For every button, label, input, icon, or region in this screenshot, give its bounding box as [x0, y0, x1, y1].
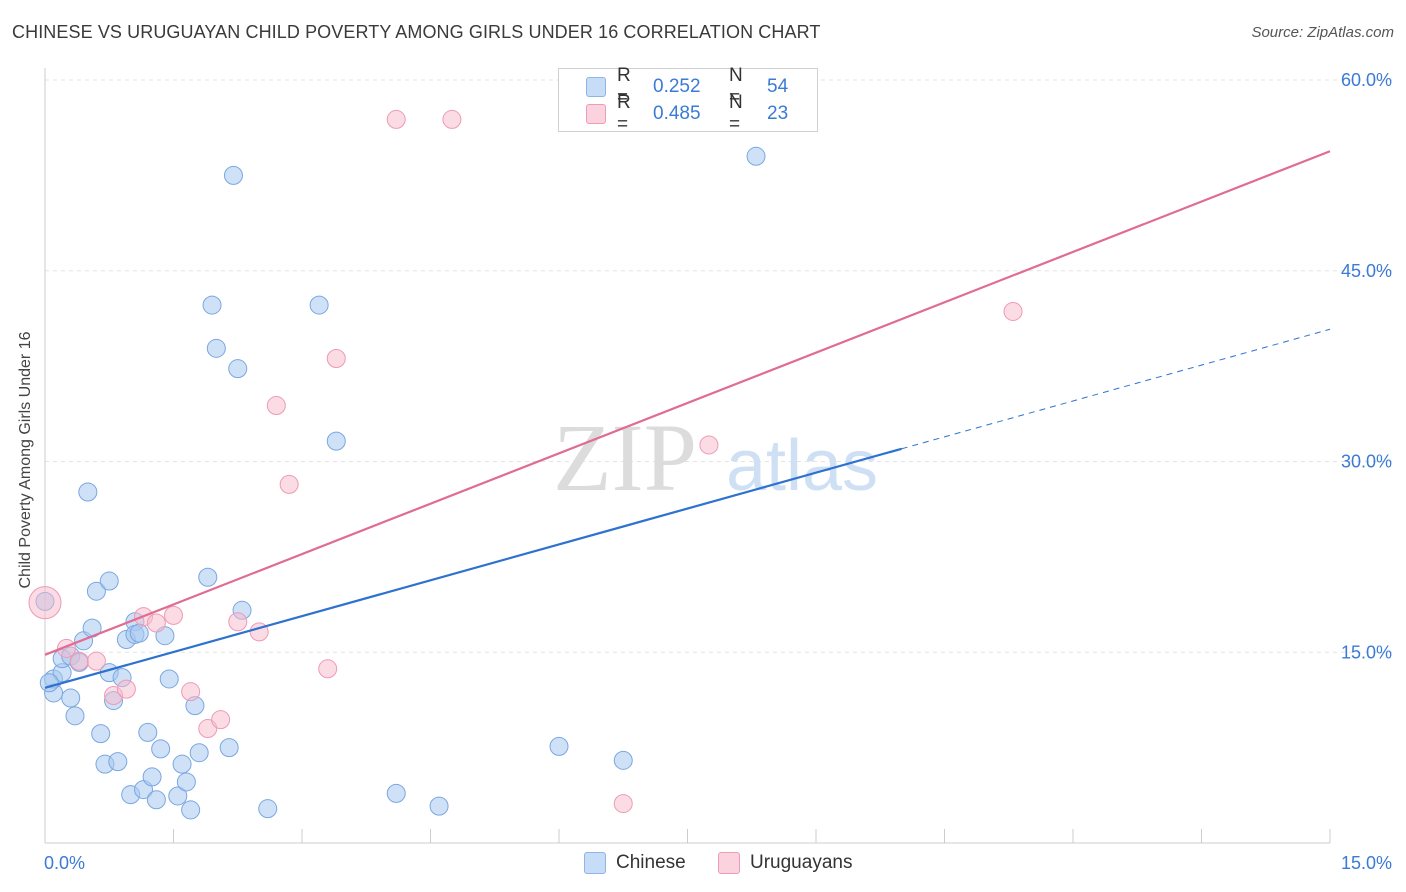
uruguayan-point — [442, 109, 462, 129]
chinese-point — [189, 743, 209, 763]
legend-item-uruguayans: Uruguayans — [718, 852, 852, 874]
chinese-point — [39, 673, 59, 693]
source-label: Source: ZipAtlas.com — [1251, 24, 1394, 41]
chinese-point — [228, 359, 248, 379]
x-tick-label: 0.0% — [44, 853, 85, 873]
legend-n-label: N = — [729, 92, 743, 135]
watermark-atlas: atlas — [726, 426, 878, 506]
legend-r-value: 0.485 — [653, 103, 701, 124]
chinese-point — [108, 752, 128, 772]
chinese-point — [146, 790, 166, 810]
chinese-point — [151, 739, 171, 759]
x-tick-label: 15.0% — [1341, 853, 1392, 873]
chinese-point — [326, 431, 346, 451]
chart-title: CHINESE VS URUGUAYAN CHILD POVERTY AMONG… — [12, 22, 821, 42]
chinese-point — [549, 736, 569, 756]
chinese-point — [168, 786, 188, 806]
chinese-point — [159, 669, 179, 689]
uruguayan-point — [164, 605, 183, 625]
chinese-point — [91, 724, 111, 744]
legend-item-chinese: Chinese — [584, 852, 686, 874]
chinese-point — [176, 772, 196, 792]
y-tick-label: 45.0% — [1341, 261, 1392, 281]
chinese-point — [258, 799, 278, 819]
uruguayan-point — [326, 348, 346, 368]
legend-swatch-chinese — [584, 852, 606, 874]
chinese-point — [172, 754, 192, 774]
uruguayan-point — [28, 586, 62, 620]
chinese-point — [202, 295, 222, 315]
legend-n-label: N = — [729, 65, 743, 108]
chinese-point — [65, 706, 85, 726]
y-tick-label: 60.0% — [1341, 70, 1392, 90]
legend-swatch-chinese — [586, 77, 606, 97]
chinese-point — [138, 722, 158, 742]
uruguayan-point — [613, 794, 633, 814]
chinese-point — [181, 800, 201, 820]
legend-swatch-uruguayans — [586, 104, 606, 124]
stats-legend: R = 0.252 N = 54 R = 0.485 N = 23 — [558, 65, 818, 135]
uruguayan-point — [211, 710, 231, 730]
uruguayan-point — [279, 474, 299, 494]
chinese-trendline-extension — [901, 328, 1331, 450]
chinese-point — [86, 581, 106, 601]
legend-swatch-uruguayans — [718, 852, 740, 874]
legend-n-value: 23 — [767, 103, 789, 124]
legend-r-value: 0.252 — [653, 76, 701, 97]
legend-label-uruguayans: Uruguayans — [750, 852, 853, 873]
chinese-point — [223, 165, 243, 185]
uruguayan-point — [86, 651, 106, 671]
chinese-point — [198, 567, 218, 587]
uruguayan-point — [386, 109, 406, 129]
legend-r-label: R = — [617, 65, 631, 108]
chinese-point — [746, 146, 766, 166]
chinese-point — [61, 688, 81, 708]
uruguayan-point — [228, 612, 248, 632]
watermark-zip: ZIP — [553, 404, 697, 511]
grid-layer — [45, 79, 1392, 653]
chinese-point — [206, 338, 226, 358]
chinese-trendline — [44, 447, 902, 689]
uruguayan-point — [1003, 301, 1023, 321]
chinese-point — [386, 783, 406, 803]
watermark: ZIP atlas — [553, 404, 878, 511]
chinese-point — [78, 482, 98, 502]
chinese-point — [142, 767, 162, 787]
legend-label-chinese: Chinese — [616, 852, 686, 873]
tick-labels-layer: 15.0% 30.0% 45.0% 60.0% 0.0% 15.0% — [44, 70, 1392, 873]
y-tick-label: 15.0% — [1341, 642, 1392, 662]
chinese-point — [613, 750, 633, 770]
uruguayan-point — [266, 396, 286, 416]
points-layer — [28, 109, 1023, 820]
uruguayan-point — [116, 679, 136, 699]
legend-n-value: 54 — [767, 76, 789, 97]
chinese-point — [129, 623, 149, 643]
uruguayan-point — [181, 682, 201, 702]
y-tick-label: 30.0% — [1341, 452, 1392, 472]
chinese-point — [429, 796, 449, 816]
legend-r-label: R = — [617, 92, 631, 135]
uruguayan-point — [69, 651, 89, 671]
uruguayan-point — [318, 659, 338, 679]
trendlines-layer — [44, 150, 1331, 689]
chinese-point — [219, 738, 239, 758]
chinese-point — [99, 571, 119, 591]
chinese-point — [309, 295, 329, 315]
uruguayan-point — [699, 435, 719, 455]
uruguayan-trendline — [44, 150, 1331, 656]
uruguayan-point — [146, 613, 166, 633]
axes-layer — [44, 68, 1331, 844]
